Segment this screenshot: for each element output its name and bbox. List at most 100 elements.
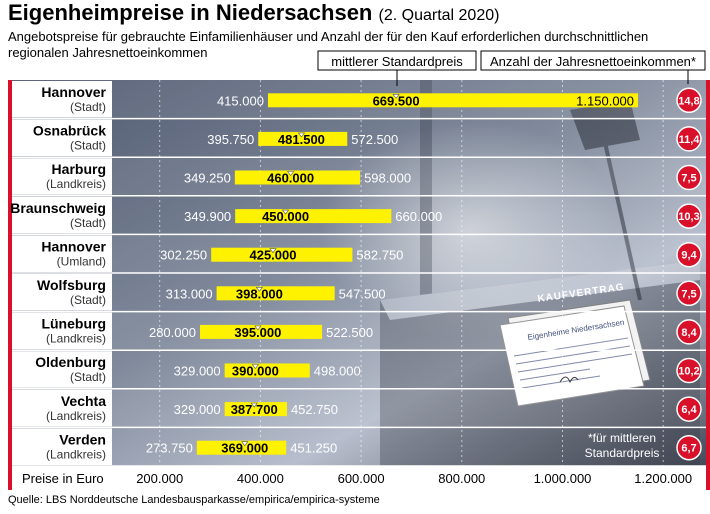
income-value: 9,4 <box>681 250 697 262</box>
region-type: (Landkreis) <box>46 332 106 346</box>
title-text: Eigenheimpreise in Niedersachsen <box>8 0 373 25</box>
min-price-label: 395.750 <box>207 132 254 147</box>
left-red-bar <box>8 80 12 466</box>
row-band <box>12 350 706 389</box>
row-label-panel <box>12 119 112 157</box>
region-name: Harburg <box>52 161 106 177</box>
region-type: (Stadt) <box>70 293 106 307</box>
median-price-label: 425.000 <box>249 248 296 263</box>
median-marker <box>392 94 400 99</box>
min-price-label: 349.250 <box>184 171 231 186</box>
signature-icon <box>559 376 579 384</box>
price-range-bar <box>267 93 639 108</box>
income-badge <box>676 126 702 152</box>
min-price-label: 349.900 <box>184 209 231 224</box>
income-badge <box>676 319 702 345</box>
row-label-panel <box>12 274 112 311</box>
row-label-panel <box>12 81 112 118</box>
income-badge <box>676 203 702 229</box>
median-marker <box>269 248 277 254</box>
income-badge <box>676 434 702 461</box>
legend-median-label: mittlerer Standardpreis <box>331 54 463 69</box>
income-badge <box>676 87 702 114</box>
axis-band <box>8 466 710 490</box>
min-price-label: 313.000 <box>166 286 213 301</box>
x-tick-label: 200.000 <box>136 471 183 486</box>
income-value: 7,5 <box>681 288 696 300</box>
max-price-label: 582.750 <box>356 248 403 263</box>
row-label-panel <box>12 312 112 350</box>
median-price-label: 395.000 <box>234 325 281 340</box>
median-marker <box>254 325 262 331</box>
x-tick-labels: 200.000 400.000 600.000 800.000 1.000.000 1.2… <box>136 471 692 486</box>
right-red-bar <box>706 80 710 466</box>
median-price-label: 390.000 <box>232 364 279 379</box>
min-price-label: 329.000 <box>174 402 221 417</box>
row-labels: Hannover(Stadt)Osnabrück(Stadt)Harburg(L… <box>10 84 106 461</box>
axis-band-red-left <box>8 466 12 490</box>
legend: mittlerer Standardpreis Anzahl der Jahre… <box>317 50 706 86</box>
region-type: (Landkreis) <box>46 177 106 191</box>
row-band <box>12 234 706 273</box>
median-marker <box>255 286 263 292</box>
region-name: Hannover <box>41 238 106 254</box>
x-tick-label: 800.000 <box>438 471 485 486</box>
income-badge <box>676 396 702 422</box>
income-value: 7,5 <box>681 173 696 185</box>
min-price-label: 329.000 <box>174 364 221 379</box>
price-range-bar <box>211 247 353 262</box>
region-name: Vechta <box>61 393 106 409</box>
row-label-panel <box>12 196 112 234</box>
median-price-label: 460.000 <box>267 171 314 186</box>
median-marker <box>281 209 290 215</box>
contract-document-icon: Eigenheime Niedersachsen <box>499 299 651 407</box>
chart-rows <box>12 80 706 467</box>
bars: 415.000 669.500 1.150.000 395.750 481.500 572… <box>146 93 639 456</box>
max-price-label: 1.150.000 <box>576 93 634 108</box>
region-type: (Landkreis) <box>46 447 106 461</box>
footnote-line2: Standardpreis <box>585 446 660 460</box>
region-name: Wolfsburg <box>37 277 106 293</box>
min-price-label: 415.000 <box>217 93 264 108</box>
region-type: (Stadt) <box>70 370 106 384</box>
median-price-label: 398.000 <box>236 286 283 301</box>
region-type: (Landkreis) <box>46 409 106 423</box>
legend-income-label: Anzahl der Jahresnettoeinkommen* <box>490 54 696 69</box>
row-band <box>12 118 706 158</box>
median-marker <box>241 441 249 447</box>
gridlines <box>159 80 664 466</box>
x-tick-label: 600.000 <box>338 471 385 486</box>
row-label-panel <box>12 428 112 465</box>
footnote-line1: *für mittleren <box>588 431 656 445</box>
row-label-panel <box>12 389 112 427</box>
region-name: Hannover <box>41 84 106 100</box>
x-tick-label: 1.200.000 <box>634 471 692 486</box>
max-price-label: 598.000 <box>364 171 411 186</box>
document-lines <box>513 337 633 389</box>
row-band <box>12 311 706 351</box>
legend-income-box <box>480 50 706 71</box>
price-range-bar <box>224 402 287 417</box>
income-value: 10,2 <box>678 366 699 378</box>
income-value: 6,4 <box>681 404 697 416</box>
income-value: 10,3 <box>678 211 699 223</box>
row-band <box>12 273 706 312</box>
median-price-label: 369.000 <box>221 441 268 456</box>
median-marker <box>297 132 306 138</box>
median-price-label: 387.700 <box>231 402 278 417</box>
income-badge <box>676 241 702 268</box>
price-range-bar <box>234 170 361 185</box>
income-value: 11,4 <box>679 134 701 146</box>
row-band <box>12 427 706 466</box>
region-name: Verden <box>59 431 106 447</box>
region-type: (Stadt) <box>70 139 106 153</box>
income-badge <box>676 280 702 307</box>
page-subtitle: Angebotspreise für gebrauchte Einfamilie… <box>8 29 649 60</box>
price-range-bar <box>199 324 323 339</box>
max-price-label: 547.500 <box>339 286 386 301</box>
row-label-panel <box>12 351 112 388</box>
region-type: (Umland) <box>57 254 106 268</box>
median-price-label: 669.500 <box>373 93 420 108</box>
